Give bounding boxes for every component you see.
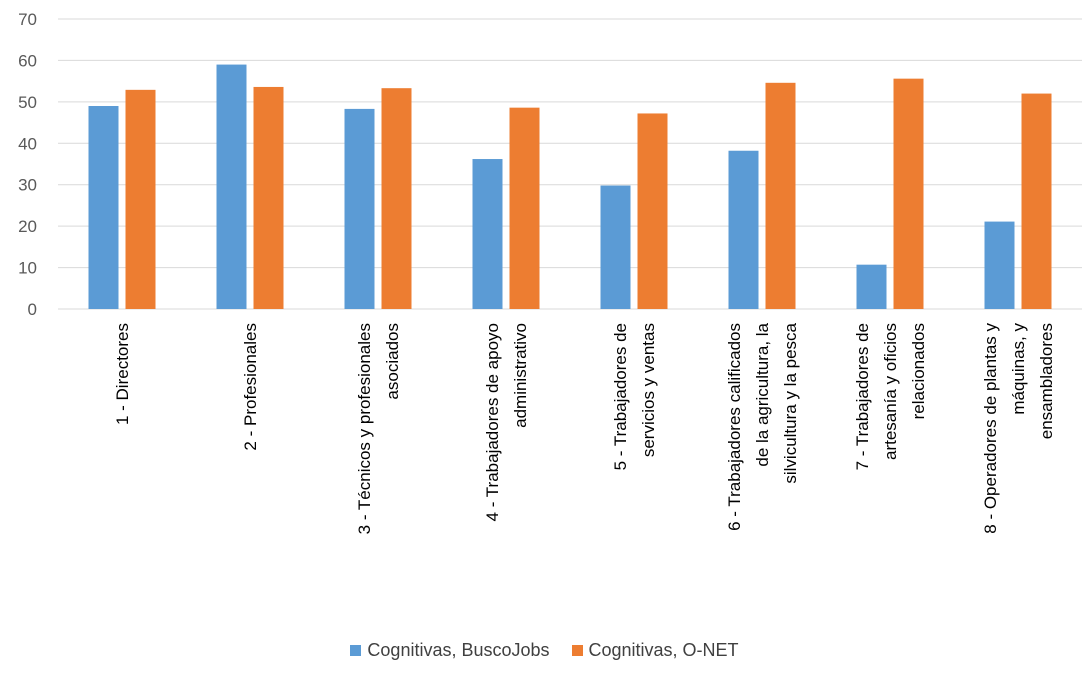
bar-series2-cat8: [1021, 93, 1052, 309]
bar-series1-cat6: [728, 150, 759, 309]
category-label-3-line-2: asociados: [383, 323, 402, 400]
y-tick-label-70: 70: [18, 10, 37, 29]
legend-swatch-buscojobs: [350, 645, 362, 656]
legend-item-buscojobs: Cognitivas, BuscoJobs: [350, 640, 550, 661]
bar-series1-cat7: [856, 264, 887, 309]
category-label-6-line-2: de la agricultura, la: [753, 322, 772, 466]
bar-series2-cat2: [253, 86, 284, 309]
category-label-7-line-3: relacionados: [909, 323, 928, 419]
bar-series2-cat3: [381, 88, 412, 309]
bar-series2-cat7: [893, 78, 924, 310]
bar-series2-cat6: [765, 82, 796, 309]
category-label-5-line-1: 5 - Trabajadores de: [611, 323, 630, 470]
y-tick-label-30: 30: [18, 176, 37, 195]
bar-series1-cat1: [88, 106, 119, 309]
y-tick-label-60: 60: [18, 51, 37, 70]
y-tick-label-50: 50: [18, 93, 37, 112]
category-label-7-line-2: artesanía y oficios: [881, 323, 900, 460]
category-label-8-line-2: máquinas, y: [1009, 323, 1028, 415]
legend-item-onet: Cognitivas, O-NET: [571, 640, 739, 661]
y-tick-label-20: 20: [18, 217, 37, 236]
category-label-3-line-1: 3 - Técnicos y profesionales: [355, 323, 374, 534]
category-label-4-line-2: administrativo: [511, 323, 530, 428]
y-tick-label-0: 0: [28, 300, 37, 319]
category-label-4-line-1: 4 - Trabajadores de apoyo: [483, 323, 502, 521]
category-label-6-line-1: 6 - Trabajadores calificados: [725, 323, 744, 531]
bar-series2-cat5: [637, 113, 668, 309]
legend-swatch-onet: [571, 645, 583, 656]
category-label-7-line-1: 7 - Trabajadores de: [853, 323, 872, 470]
legend-label-onet: Cognitivas, O-NET: [588, 640, 739, 660]
bar-series1-cat8: [984, 221, 1015, 309]
bar-series1-cat3: [344, 108, 375, 310]
bar-series2-cat4: [509, 107, 540, 310]
category-label-2-line-1: 2 - Profesionales: [241, 323, 260, 451]
bar-series1-cat2: [216, 64, 247, 309]
bar-series1-cat4: [472, 159, 503, 309]
legend: Cognitivas, BuscoJobs Cognitivas, O-NET: [0, 640, 1089, 661]
category-label-8-line-1: 8 - Operadores de plantas y: [981, 323, 1000, 534]
category-label-5-line-2: servicios y ventas: [639, 323, 658, 457]
category-label-8-line-3: ensambladores: [1037, 323, 1056, 439]
bar-series2-cat1: [125, 89, 156, 309]
category-label-6-line-3: silvicultura y la pesca: [781, 322, 800, 483]
bar-chart: 0 10 20 30 40 50 60 70 1 - Directores 2 - Profesi…: [18, 10, 1082, 534]
legend-label-buscojobs: Cognitivas, BuscoJobs: [367, 640, 550, 660]
category-label-1-line-1: 1 - Directores: [113, 323, 132, 425]
y-tick-label-10: 10: [18, 259, 37, 278]
y-tick-label-40: 40: [18, 134, 37, 153]
bar-series1-cat5: [600, 185, 631, 309]
